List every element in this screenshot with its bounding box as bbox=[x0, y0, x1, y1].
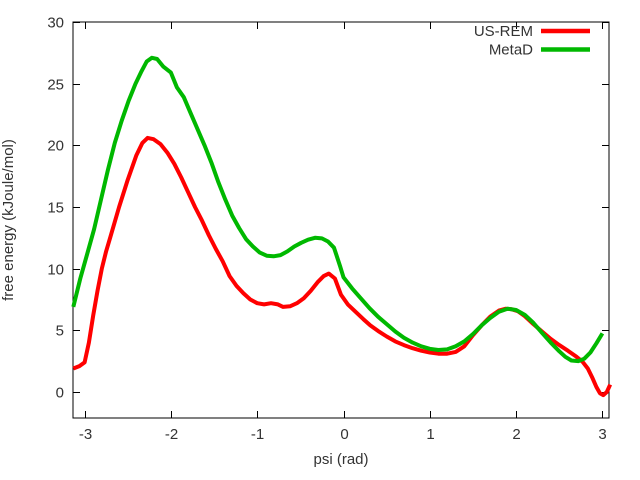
y-tick-label: 5 bbox=[56, 323, 64, 340]
x-tick-label: 2 bbox=[512, 426, 520, 443]
x-tick-label: -1 bbox=[251, 426, 264, 443]
legend-label-metad: MetaD bbox=[489, 42, 533, 59]
y-tick-label: 0 bbox=[56, 385, 64, 402]
legend-label-us-rem: US-REM bbox=[474, 23, 533, 40]
y-axis-label: free energy (kJoule/mol) bbox=[0, 139, 17, 301]
x-axis-label: psi (rad) bbox=[313, 451, 368, 468]
x-tick-label: 1 bbox=[426, 426, 434, 443]
x-tick-label: -3 bbox=[79, 426, 92, 443]
x-tick-label: -2 bbox=[165, 426, 178, 443]
y-tick-label: 30 bbox=[47, 15, 64, 32]
y-tick-label: 10 bbox=[47, 262, 64, 279]
y-tick-label: 15 bbox=[47, 200, 64, 217]
y-tick-label: 25 bbox=[47, 77, 64, 94]
x-tick-label: 0 bbox=[340, 426, 348, 443]
series-line-metad bbox=[71, 55, 605, 364]
y-tick-label: 20 bbox=[47, 138, 64, 155]
plot-border bbox=[72, 21, 610, 419]
x-tick-label: 3 bbox=[598, 426, 606, 443]
